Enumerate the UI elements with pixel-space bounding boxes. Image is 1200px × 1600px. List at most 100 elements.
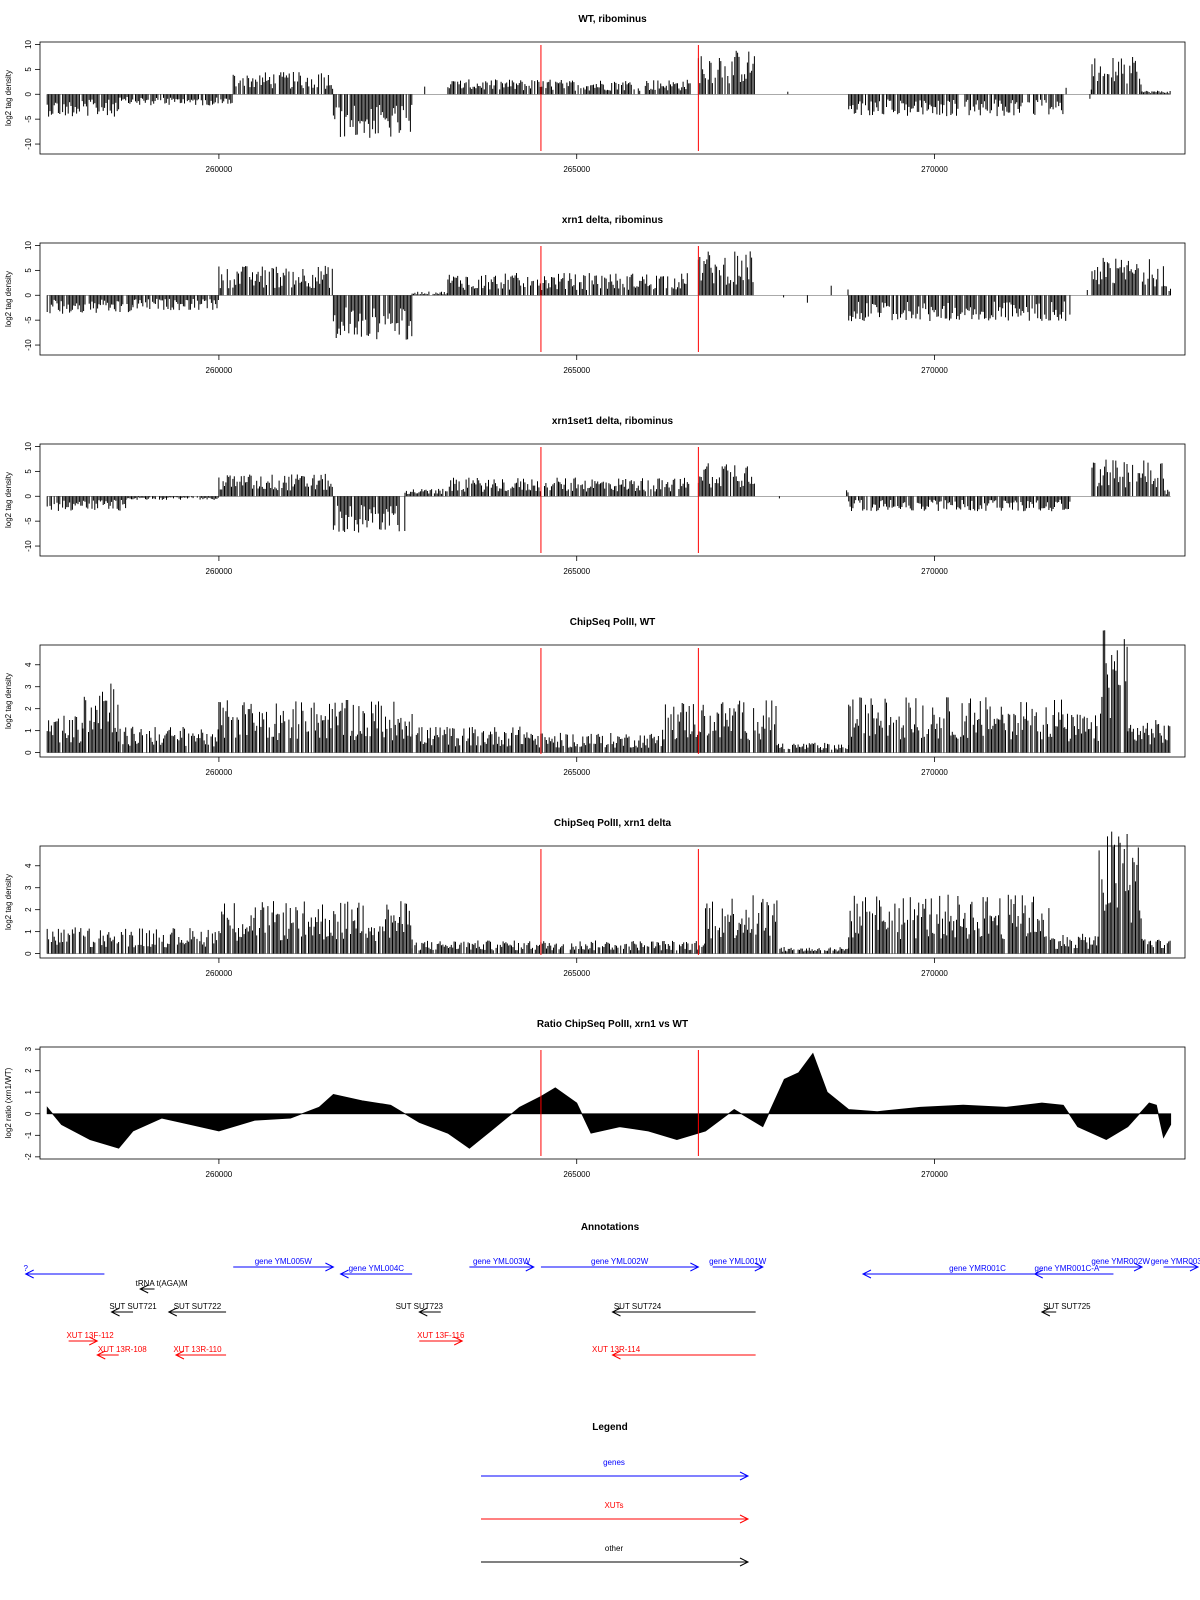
- bar-series: [46, 251, 1171, 340]
- y-axis-label: log2 tag density: [4, 271, 13, 327]
- arrow-head: [139, 1284, 149, 1294]
- legend-title: Legend: [592, 1422, 628, 1433]
- bar-segment: [776, 742, 849, 753]
- bar-segment: [848, 697, 1064, 753]
- feature-arrow: [174, 1350, 227, 1360]
- arrow-head: [739, 1557, 750, 1567]
- bar-segment: [705, 895, 778, 954]
- y-tick-label: 3: [24, 684, 33, 689]
- y-tick-label: 2: [24, 706, 33, 711]
- bar-segment: [332, 295, 413, 340]
- bar-segment: [1163, 285, 1171, 296]
- bar-segment: [783, 285, 849, 303]
- legend-label: genes: [603, 1458, 625, 1467]
- bar-segment: [1100, 630, 1128, 753]
- bar-segment: [848, 496, 1071, 512]
- arrow-head: [1033, 1269, 1043, 1279]
- feature-arrow: [139, 1284, 155, 1294]
- y-tick-label: -10: [24, 540, 33, 552]
- bar-segment: [448, 477, 690, 497]
- bar-segment: [1091, 257, 1164, 296]
- gene-features: ? gene YML005W gene YML004C gene YML003W gen…: [23, 1257, 1200, 1279]
- y-tick-label: 5: [24, 469, 33, 474]
- feature-arrow: [233, 1262, 335, 1272]
- arrow-head: [167, 1307, 178, 1317]
- bar-segment: [1141, 938, 1171, 954]
- chart-panel-2: xrn1 delta, ribominus log2 tag density 10 5…: [4, 215, 1186, 375]
- feature-label: XUT 13R-110: [173, 1345, 222, 1354]
- plot-frame: [39, 443, 1186, 557]
- legend-item-xuts: XUTs: [481, 1501, 750, 1524]
- feature-arrow: [611, 1350, 756, 1360]
- feature-label: SUT SUT725: [1043, 1302, 1091, 1311]
- x-tick-label: 270000: [921, 165, 948, 174]
- x-tick-label: 265000: [563, 165, 590, 174]
- x-tick-label: 260000: [206, 366, 233, 375]
- feature-label: SUT SUT721: [109, 1302, 157, 1311]
- feature-label: XUT 13R-108: [98, 1345, 147, 1354]
- y-tick-label: 10: [24, 240, 33, 249]
- y-tick-label: 1: [24, 929, 33, 934]
- chart-title: xrn1 delta, ribominus: [562, 215, 664, 226]
- legend-arrow: [481, 1471, 750, 1481]
- feature-label: gene YML002W: [591, 1257, 649, 1266]
- x-tick-label: 270000: [921, 768, 948, 777]
- y-tick-label: -5: [24, 115, 33, 123]
- bar-segment: [697, 463, 755, 497]
- area-series: [46, 1052, 1172, 1149]
- arrow-head: [739, 1471, 750, 1481]
- annotation-features: ? gene YML005W gene YML004C gene YML003W gen…: [23, 1257, 1200, 1360]
- bar-segment: [125, 496, 219, 500]
- bar-segment: [662, 700, 777, 753]
- y-tick-label: 5: [24, 268, 33, 273]
- y-tick-label: 3: [24, 1046, 33, 1051]
- plot-frame: [39, 242, 1186, 356]
- y-tick-label: 3: [24, 885, 33, 890]
- bar-segment: [778, 490, 849, 499]
- feature-label: XUT 13F-116: [417, 1331, 465, 1340]
- arrow-head: [339, 1269, 349, 1279]
- y-axis-label: log2 tag density: [4, 472, 13, 528]
- bar-segment: [132, 295, 219, 311]
- y-tick-label: 1: [24, 1089, 33, 1094]
- feature-arrow: [1040, 1307, 1057, 1317]
- feature-arrow: [418, 1307, 441, 1317]
- arrow-head: [1133, 1262, 1144, 1272]
- y-tick-label: 0: [24, 91, 33, 96]
- bar-segment: [118, 726, 219, 753]
- x-tick-label: 260000: [206, 1170, 233, 1179]
- legend: Legend genes XUTs other: [481, 1422, 750, 1567]
- arrow-head: [611, 1307, 621, 1317]
- feature-label: gene YMR002W: [1091, 1257, 1150, 1266]
- chart-panel-5: ChipSeq PolII, xrn1 delta log2 tag densit…: [4, 818, 1186, 978]
- feature-label: gene YMR003W: [1151, 1257, 1200, 1266]
- annotations-title: Annotations: [581, 1222, 640, 1233]
- arrow-head: [525, 1262, 535, 1272]
- chart-panel-1: WT, ribominus log2 tag density 10 5 0 -5 -10 26…: [4, 14, 1186, 174]
- y-axis-label: log2 tag density: [4, 70, 13, 126]
- arrow-head: [174, 1350, 185, 1360]
- chart-title: Ratio ChipSeq PolII, xrn1 vs WT: [537, 1019, 688, 1030]
- arrow-head: [24, 1269, 34, 1279]
- y-axis-label: log2 tag density: [4, 874, 13, 930]
- bar-segment: [46, 715, 83, 753]
- chart-panel-6: Ratio ChipSeq PolII, xrn1 vs WT log2 rati…: [4, 1019, 1186, 1179]
- feature-label: gene YMR001C: [949, 1264, 1006, 1273]
- feature-arrow: [68, 1336, 99, 1346]
- bar-segment: [411, 291, 448, 296]
- feature-arrow: [861, 1269, 1114, 1279]
- bar-segment: [404, 488, 448, 497]
- arrow-head: [690, 1262, 700, 1272]
- feature-label: XUT 13F-112: [66, 1331, 114, 1340]
- x-tick-label: 270000: [921, 1170, 948, 1179]
- bar-segment: [46, 94, 120, 117]
- arrow-head: [110, 1307, 120, 1317]
- arrow-head: [861, 1269, 872, 1279]
- x-tick-label: 260000: [206, 768, 233, 777]
- bar-segment: [46, 496, 127, 511]
- x-tick-label: 260000: [206, 567, 233, 576]
- feature-arrow: [24, 1269, 105, 1279]
- feature-label: ?: [23, 1264, 28, 1273]
- bar-segment: [447, 273, 688, 296]
- arrow-head: [418, 1307, 428, 1317]
